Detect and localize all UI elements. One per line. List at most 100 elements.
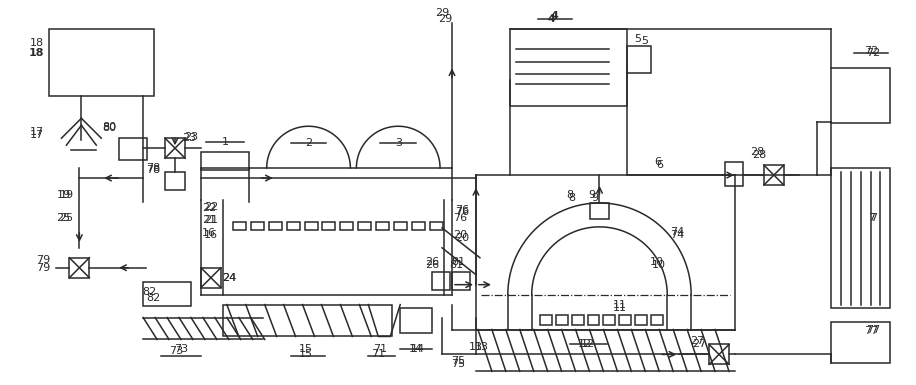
Text: 8: 8	[568, 193, 575, 203]
Bar	[452, 272, 470, 290]
Text: 81: 81	[449, 260, 463, 270]
Bar	[725, 162, 743, 186]
Bar	[432, 272, 450, 290]
Bar	[510, 28, 627, 106]
Text: 74: 74	[671, 230, 684, 240]
Text: 10: 10	[650, 257, 664, 267]
Bar	[400, 308, 432, 333]
Text: 19: 19	[57, 190, 71, 200]
Text: 21: 21	[202, 215, 216, 225]
Bar	[619, 315, 631, 325]
Text: 78: 78	[146, 165, 160, 175]
Bar	[251, 222, 264, 230]
Text: 16: 16	[202, 228, 216, 238]
Text: 81: 81	[451, 257, 465, 267]
Text: 22: 22	[203, 202, 218, 212]
Text: 74: 74	[671, 227, 684, 237]
Bar	[268, 222, 281, 230]
Text: 73: 73	[169, 346, 183, 357]
Text: 23: 23	[184, 132, 198, 142]
Bar	[287, 222, 300, 230]
Bar	[831, 69, 890, 123]
Bar	[322, 222, 335, 230]
Bar	[587, 315, 599, 325]
Bar	[394, 222, 408, 230]
Text: 2: 2	[305, 138, 312, 148]
Text: 75: 75	[451, 359, 465, 369]
Text: 72: 72	[867, 47, 880, 57]
Text: 10: 10	[652, 260, 666, 270]
Text: 22: 22	[202, 203, 216, 213]
Text: 73: 73	[174, 345, 188, 355]
Text: 9: 9	[588, 190, 595, 200]
Text: 19: 19	[60, 190, 73, 200]
Text: 28: 28	[750, 147, 764, 157]
Bar	[201, 152, 249, 170]
Text: 8: 8	[566, 190, 573, 200]
Text: 1: 1	[222, 137, 228, 147]
Text: 12: 12	[581, 340, 594, 350]
Text: 25: 25	[57, 213, 71, 223]
Text: 71: 71	[371, 350, 386, 360]
Text: 79: 79	[37, 263, 50, 273]
Bar	[358, 222, 371, 230]
Text: 80: 80	[103, 122, 116, 132]
Text: 17: 17	[29, 127, 44, 137]
Text: 11: 11	[613, 303, 627, 313]
Text: 13: 13	[469, 342, 483, 352]
Bar	[831, 321, 890, 363]
Bar	[201, 268, 221, 288]
Text: 82: 82	[142, 287, 157, 296]
Text: 80: 80	[103, 123, 116, 133]
Text: 4: 4	[551, 11, 559, 21]
Bar	[636, 315, 648, 325]
Text: 26: 26	[425, 260, 439, 270]
Text: 11: 11	[613, 300, 627, 310]
Text: 27: 27	[690, 336, 704, 346]
Text: 7: 7	[870, 213, 877, 223]
Text: 82: 82	[146, 293, 160, 303]
Bar	[709, 345, 729, 364]
Text: 21: 21	[204, 215, 218, 225]
Bar	[143, 282, 191, 306]
Bar	[590, 203, 609, 219]
Text: 71: 71	[373, 345, 387, 355]
Bar	[572, 315, 583, 325]
Text: 76: 76	[455, 207, 469, 217]
Text: 78: 78	[146, 163, 160, 173]
Text: 28: 28	[752, 150, 766, 160]
Text: 14: 14	[411, 345, 425, 355]
Text: 76: 76	[455, 205, 469, 215]
Bar	[831, 168, 890, 308]
Text: 20: 20	[455, 233, 469, 243]
Text: 13: 13	[474, 342, 489, 352]
Bar	[341, 222, 354, 230]
Text: 76: 76	[453, 213, 467, 223]
Text: 5: 5	[634, 33, 641, 44]
Text: 18: 18	[29, 38, 44, 47]
Text: 29: 29	[435, 8, 449, 18]
Text: 20: 20	[453, 230, 467, 240]
Text: 26: 26	[425, 257, 439, 267]
Text: 72: 72	[865, 45, 878, 55]
Bar	[540, 315, 551, 325]
Text: 12: 12	[577, 340, 592, 350]
Text: 24: 24	[222, 273, 236, 283]
Bar	[165, 172, 185, 190]
Text: 9: 9	[591, 193, 598, 203]
Text: 4: 4	[548, 13, 556, 23]
Bar	[70, 258, 90, 278]
Text: 77: 77	[865, 326, 878, 336]
Bar	[604, 315, 616, 325]
Text: 17: 17	[29, 130, 44, 140]
Text: 27: 27	[692, 340, 706, 350]
Text: 15: 15	[299, 345, 312, 355]
Text: 75: 75	[451, 357, 465, 367]
Text: 16: 16	[204, 230, 218, 240]
Text: 6: 6	[656, 160, 663, 170]
Text: 5: 5	[641, 35, 648, 45]
Text: 29: 29	[438, 13, 453, 23]
Text: 6: 6	[654, 157, 660, 167]
Bar	[412, 222, 425, 230]
Bar	[376, 222, 389, 230]
